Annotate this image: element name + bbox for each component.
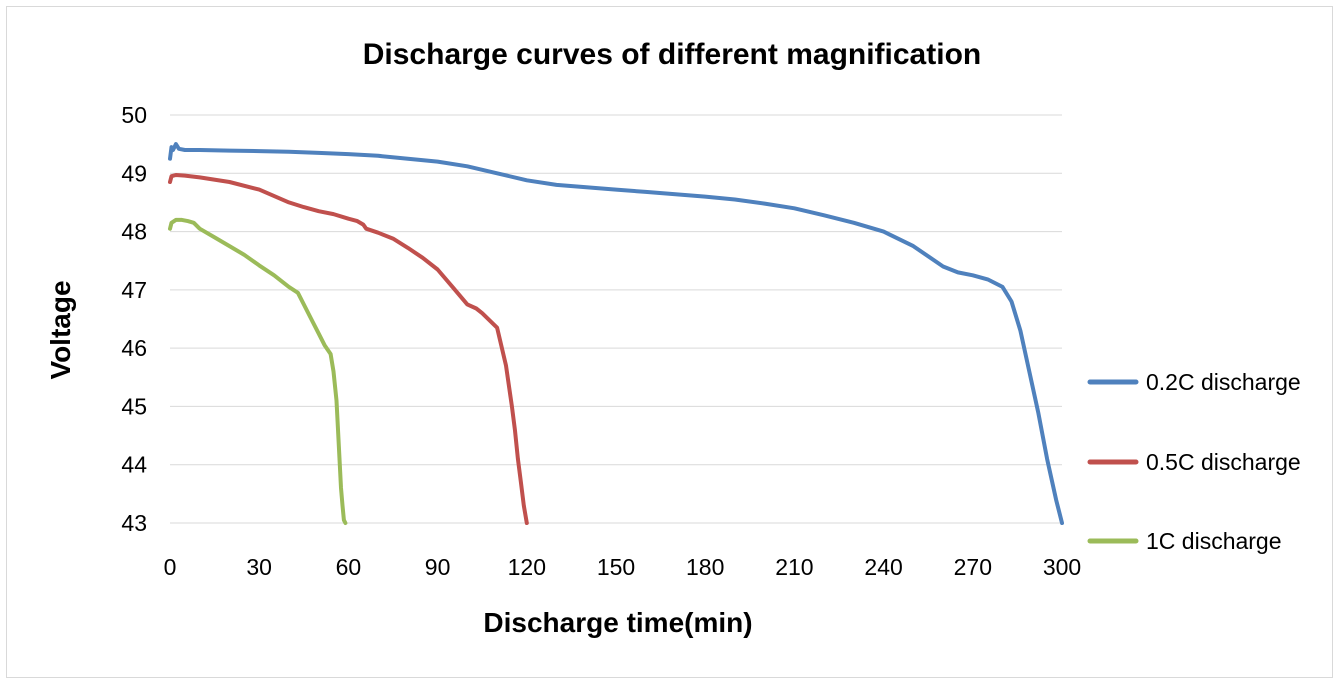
y-tick-label: 50 bbox=[121, 102, 147, 128]
x-tick-label: 0 bbox=[164, 554, 177, 580]
gridlines bbox=[170, 114, 1062, 524]
x-tick-label: 90 bbox=[425, 554, 451, 580]
y-tick-label: 49 bbox=[121, 160, 147, 186]
x-tick-labels: 0 30 60 90 120 150 180 210 240 270 300 bbox=[164, 554, 1082, 580]
legend-label: 1C discharge bbox=[1146, 528, 1282, 554]
chart-frame bbox=[6, 6, 1333, 678]
x-tick-label: 270 bbox=[954, 554, 992, 580]
x-axis-title: Discharge time(min) bbox=[483, 607, 752, 638]
x-tick-label: 210 bbox=[775, 554, 813, 580]
legend-label: 0.2C discharge bbox=[1146, 369, 1301, 395]
series-line-0 bbox=[168, 142, 1064, 525]
y-axis-title: Voltage bbox=[45, 280, 76, 379]
legend: 0.2C discharge 0.5C discharge 1C discharge bbox=[1087, 369, 1301, 554]
y-tick-label: 44 bbox=[121, 452, 147, 478]
y-tick-label: 46 bbox=[121, 335, 147, 361]
y-tick-label: 47 bbox=[121, 277, 147, 303]
x-tick-label: 120 bbox=[508, 554, 546, 580]
series-line-2 bbox=[168, 217, 348, 525]
chart-title: Discharge curves of different magnificat… bbox=[363, 38, 981, 71]
y-tick-label: 45 bbox=[121, 393, 147, 419]
y-tick-labels: 43 44 45 46 47 48 49 50 bbox=[121, 102, 147, 536]
x-tick-label: 180 bbox=[686, 554, 724, 580]
y-tick-label: 43 bbox=[121, 510, 147, 536]
x-tick-label: 300 bbox=[1043, 554, 1081, 580]
x-tick-label: 240 bbox=[864, 554, 902, 580]
y-tick-label: 48 bbox=[121, 219, 147, 245]
legend-label: 0.5C discharge bbox=[1146, 449, 1301, 475]
x-tick-label: 30 bbox=[246, 554, 272, 580]
x-tick-label: 150 bbox=[597, 554, 635, 580]
series-line-1 bbox=[168, 173, 529, 525]
x-tick-label: 60 bbox=[336, 554, 362, 580]
series-lines bbox=[168, 142, 1064, 525]
